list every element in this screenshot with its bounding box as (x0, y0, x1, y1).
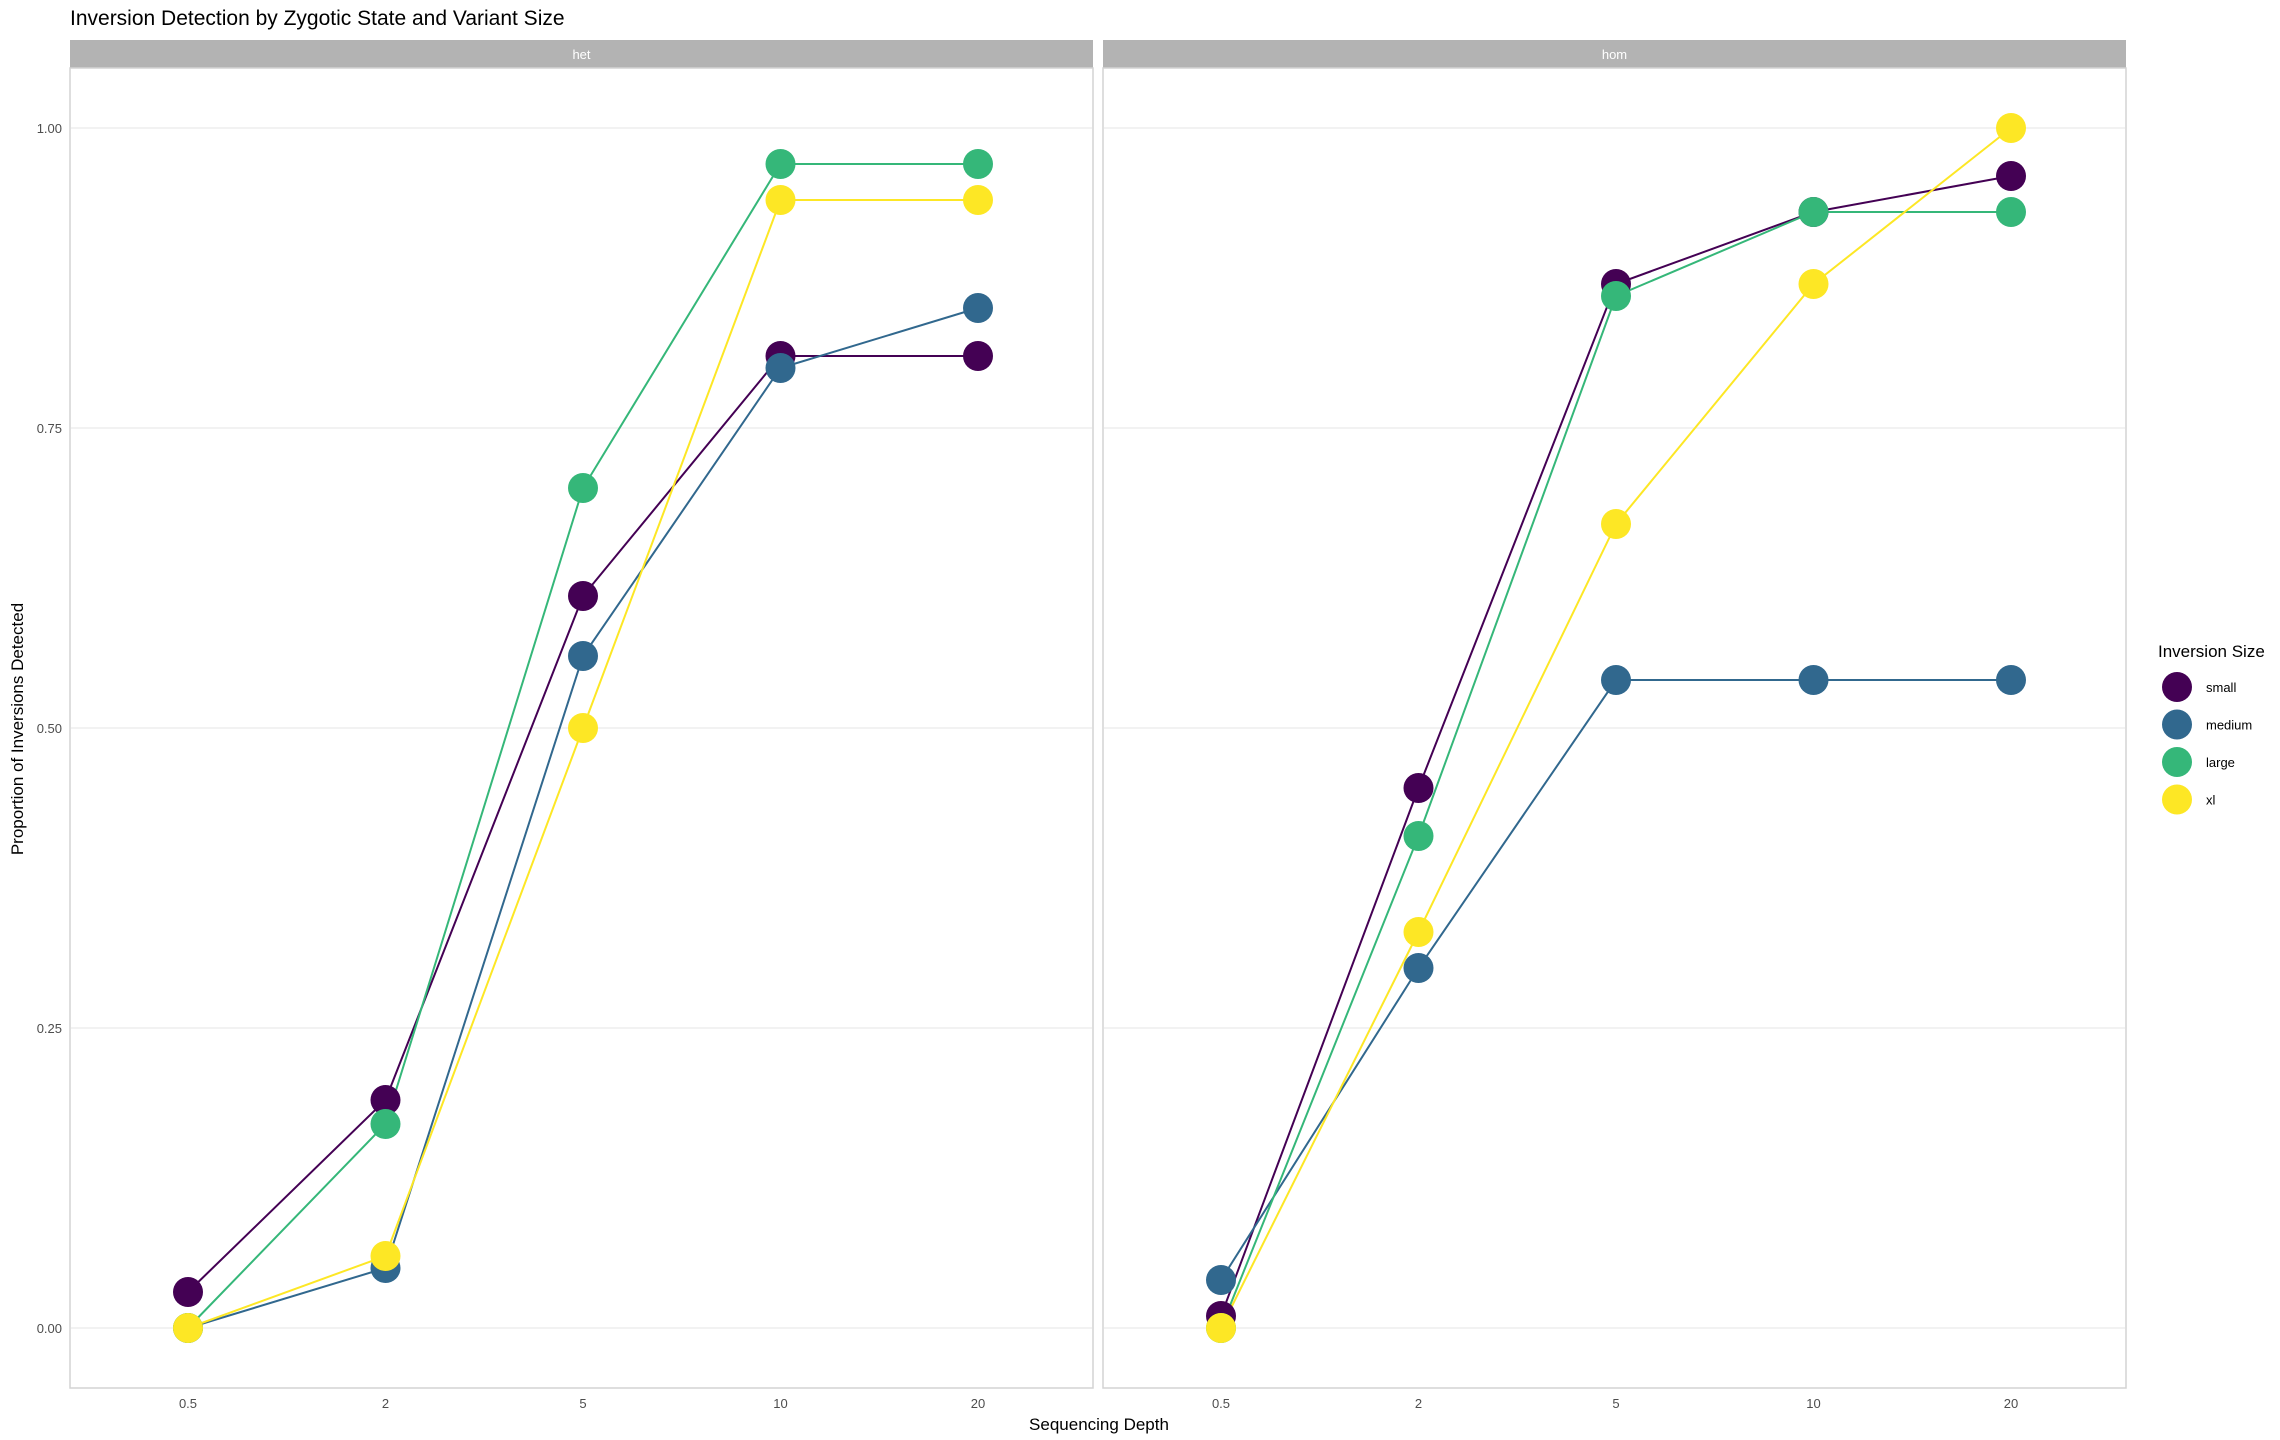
data-point-large (1996, 197, 2026, 227)
x-tick-label: 2 (1415, 1396, 1422, 1411)
data-point-xl (765, 185, 796, 215)
data-point-xl (173, 1313, 203, 1343)
panel-hom: hom 0.5 2 5 10 20 (1102, 40, 2127, 1411)
data-point-xl (1403, 917, 1434, 947)
x-tick-label: 10 (773, 1396, 787, 1411)
data-point-xl (1601, 509, 1631, 539)
panel-het: het 0.5 2 5 10 20 (69, 40, 1094, 1411)
legend-item-medium: medium (2162, 709, 2252, 740)
panel-strip-label: hom (1602, 47, 1627, 62)
data-point-small (370, 1085, 401, 1115)
data-point-large (370, 1109, 401, 1139)
data-point-large (765, 149, 796, 179)
data-point-medium (963, 293, 993, 323)
legend-key-xl (2162, 784, 2192, 815)
x-tick-label: 5 (579, 1396, 586, 1411)
data-point-xl (1206, 1313, 1236, 1343)
data-point-large (1798, 197, 1829, 227)
x-tick-label: 20 (971, 1396, 985, 1411)
x-tick-label: 2 (382, 1396, 389, 1411)
y-tick-label: 0.00 (37, 1321, 62, 1336)
legend-key-small (2162, 672, 2192, 702)
y-axis-title: Proportion of Inversions Detected (8, 603, 27, 855)
data-point-xl (568, 713, 598, 743)
x-tick-label: 20 (2004, 1396, 2018, 1411)
legend-title: Inversion Size (2158, 642, 2265, 661)
data-point-medium (1996, 665, 2026, 695)
data-point-xl (1996, 113, 2026, 143)
y-tick-label: 0.25 (37, 1021, 62, 1036)
data-point-xl (1798, 269, 1829, 299)
data-point-medium (765, 353, 796, 383)
data-point-xl (370, 1241, 401, 1271)
chart-title: Inversion Detection by Zygotic State and… (70, 7, 565, 30)
data-point-small (963, 341, 993, 371)
legend-label-xl: xl (2206, 793, 2216, 808)
legend: Inversion Size small medium large xl (2158, 642, 2265, 815)
data-point-large (568, 473, 598, 503)
data-point-large (1403, 821, 1434, 851)
legend-item-xl: xl (2162, 784, 2216, 815)
legend-key-medium (2162, 709, 2192, 740)
x-axis-title: Sequencing Depth (1029, 1415, 1169, 1434)
y-tick-label: 0.50 (37, 721, 62, 736)
legend-label-large: large (2206, 755, 2235, 770)
data-point-small (1996, 161, 2026, 191)
x-tick-label: 5 (1612, 1396, 1619, 1411)
data-point-medium (1601, 665, 1631, 695)
data-point-xl (963, 185, 993, 215)
legend-label-small: small (2206, 680, 2236, 695)
legend-item-large: large (2162, 747, 2235, 777)
plot-area: 0.00 0.25 0.50 0.75 1.00 het 0.5 2 5 10 20 hom 0.5 2 5… (37, 40, 2127, 1411)
y-tick-label: 1.00 (37, 121, 62, 136)
panel-strip-label: het (572, 47, 590, 62)
data-point-small (568, 581, 598, 611)
x-tick-label: 10 (1806, 1396, 1820, 1411)
legend-item-small: small (2162, 672, 2236, 702)
data-point-small (173, 1277, 203, 1307)
data-point-small (1403, 773, 1434, 803)
panel-strip (1103, 40, 2126, 68)
legend-label-medium: medium (2206, 718, 2252, 733)
x-tick-label: 0.5 (1212, 1396, 1230, 1411)
panel-strip (70, 40, 1093, 68)
x-tick-label: 0.5 (179, 1396, 197, 1411)
legend-key-large (2162, 747, 2192, 777)
data-point-medium (568, 641, 598, 671)
data-point-medium (1403, 953, 1434, 983)
data-point-medium (1798, 665, 1829, 695)
data-point-medium (1206, 1265, 1236, 1295)
y-tick-label: 0.75 (37, 421, 62, 436)
data-point-large (963, 149, 993, 179)
data-point-large (1601, 281, 1631, 311)
